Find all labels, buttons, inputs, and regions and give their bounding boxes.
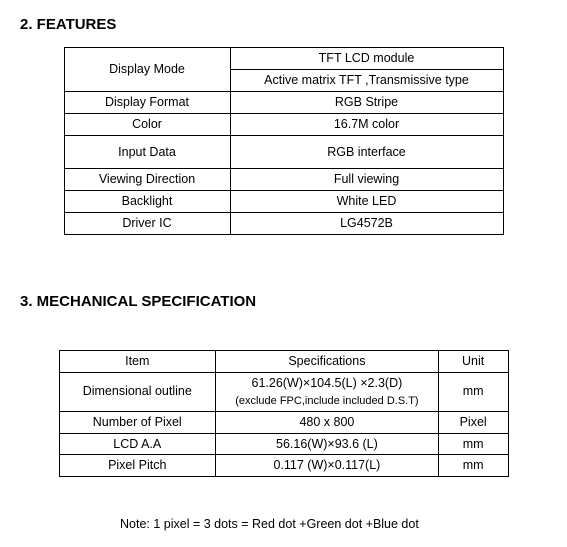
table-row: LCD A.A 56.16(W)×93.6 (L) mm: [59, 433, 508, 455]
feature-label: Input Data: [64, 135, 230, 169]
feature-value: Active matrix TFT ,Transmissive type: [230, 69, 503, 91]
mech-item: Pixel Pitch: [59, 455, 216, 477]
feature-label: Color: [64, 113, 230, 135]
table-row: Driver IC LG4572B: [64, 213, 503, 235]
feature-label: Display Mode: [64, 48, 230, 92]
feature-value: LG4572B: [230, 213, 503, 235]
feature-label: Backlight: [64, 191, 230, 213]
table-row: Pixel Pitch 0.117 (W)×0.117(L) mm: [59, 455, 508, 477]
mechanical-note: Note: 1 pixel = 3 dots = Red dot +Green …: [120, 517, 547, 531]
feature-value: RGB interface: [230, 135, 503, 169]
mech-unit: mm: [438, 455, 508, 477]
mech-spec: 480 x 800: [216, 411, 439, 433]
mechanical-table: Item Specifications Unit Dimensional out…: [59, 350, 509, 477]
mech-unit: mm: [438, 372, 508, 411]
mechanical-heading: 3. MECHANICAL SPECIFICATION: [20, 293, 547, 310]
mech-spec: 56.16(W)×93.6 (L): [216, 433, 439, 455]
feature-value: Full viewing: [230, 169, 503, 191]
table-row: Backlight White LED: [64, 191, 503, 213]
feature-label: Viewing Direction: [64, 169, 230, 191]
features-table: Display Mode TFT LCD module Active matri…: [64, 47, 504, 235]
feature-label: Display Format: [64, 91, 230, 113]
feature-value: RGB Stripe: [230, 91, 503, 113]
table-row: Color 16.7M color: [64, 113, 503, 135]
mech-item: Number of Pixel: [59, 411, 216, 433]
feature-value: TFT LCD module: [230, 48, 503, 70]
table-row: Input Data RGB interface: [64, 135, 503, 169]
feature-value: White LED: [230, 191, 503, 213]
mech-unit: Pixel: [438, 411, 508, 433]
table-row: Item Specifications Unit: [59, 351, 508, 373]
mech-item: LCD A.A: [59, 433, 216, 455]
mech-spec: 61.26(W)×104.5(L) ×2.3(D) (exclude FPC,i…: [216, 372, 439, 411]
table-row: Display Mode TFT LCD module: [64, 48, 503, 70]
mech-item: Dimensional outline: [59, 372, 216, 411]
feature-value: 16.7M color: [230, 113, 503, 135]
feature-label: Driver IC: [64, 213, 230, 235]
mech-spec-line1: 61.26(W)×104.5(L) ×2.3(D): [252, 376, 403, 390]
mech-spec: 0.117 (W)×0.117(L): [216, 455, 439, 477]
mech-header-spec: Specifications: [216, 351, 439, 373]
features-heading: 2. FEATURES: [20, 16, 547, 33]
mech-spec-line2: (exclude FPC,include included D.S.T): [235, 395, 418, 407]
mech-header-item: Item: [59, 351, 216, 373]
table-row: Display Format RGB Stripe: [64, 91, 503, 113]
table-row: Dimensional outline 61.26(W)×104.5(L) ×2…: [59, 372, 508, 411]
table-row: Viewing Direction Full viewing: [64, 169, 503, 191]
mech-header-unit: Unit: [438, 351, 508, 373]
table-row: Number of Pixel 480 x 800 Pixel: [59, 411, 508, 433]
mech-unit: mm: [438, 433, 508, 455]
